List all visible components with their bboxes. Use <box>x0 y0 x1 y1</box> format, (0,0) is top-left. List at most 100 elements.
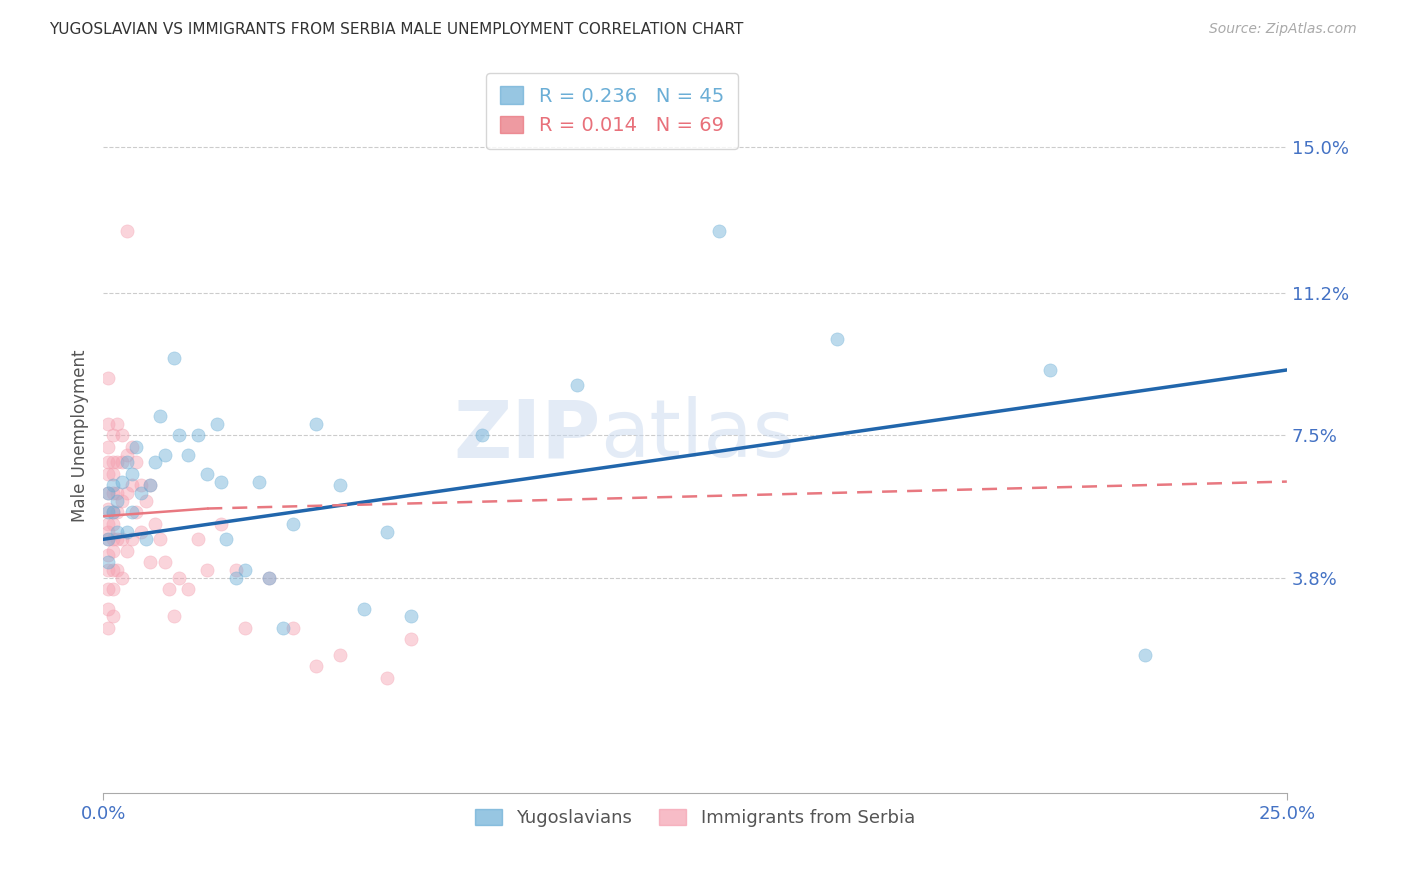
Yugoslavians <box>257 571 280 585</box>
Immigrants from Serbia <box>111 493 134 508</box>
Immigrants from Serbia <box>101 563 124 577</box>
Immigrants from Serbia <box>115 448 138 462</box>
Immigrants from Serbia <box>97 370 120 384</box>
Y-axis label: Male Unemployment: Male Unemployment <box>72 349 89 522</box>
Immigrants from Serbia <box>305 659 328 673</box>
Immigrants from Serbia <box>111 428 134 442</box>
Immigrants from Serbia <box>399 632 422 647</box>
Yugoslavians <box>101 478 124 492</box>
Yugoslavians <box>121 505 143 519</box>
Immigrants from Serbia <box>115 544 138 558</box>
Yugoslavians <box>471 428 494 442</box>
Immigrants from Serbia <box>195 563 218 577</box>
Immigrants from Serbia <box>225 563 247 577</box>
Immigrants from Serbia <box>101 428 124 442</box>
Yugoslavians <box>97 486 120 500</box>
Legend: Yugoslavians, Immigrants from Serbia: Yugoslavians, Immigrants from Serbia <box>468 802 922 834</box>
Immigrants from Serbia <box>121 533 143 547</box>
Yugoslavians <box>129 486 152 500</box>
Immigrants from Serbia <box>115 486 138 500</box>
Yugoslavians <box>1133 648 1156 662</box>
Immigrants from Serbia <box>111 571 134 585</box>
Immigrants from Serbia <box>105 533 128 547</box>
Yugoslavians <box>329 478 352 492</box>
Immigrants from Serbia <box>149 533 172 547</box>
Immigrants from Serbia <box>97 621 120 635</box>
Immigrants from Serbia <box>97 501 120 516</box>
Yugoslavians <box>215 533 238 547</box>
Immigrants from Serbia <box>101 516 124 531</box>
Yugoslavians <box>399 609 422 624</box>
Immigrants from Serbia <box>97 563 120 577</box>
Immigrants from Serbia <box>101 467 124 481</box>
Yugoslavians <box>375 524 398 539</box>
Yugoslavians <box>143 455 166 469</box>
Yugoslavians <box>205 417 228 431</box>
Immigrants from Serbia <box>121 478 143 492</box>
Yugoslavians <box>97 533 120 547</box>
Immigrants from Serbia <box>101 544 124 558</box>
Text: ZIP: ZIP <box>453 396 600 475</box>
Immigrants from Serbia <box>97 516 120 531</box>
Immigrants from Serbia <box>329 648 352 662</box>
Immigrants from Serbia <box>375 671 398 685</box>
Yugoslavians <box>115 455 138 469</box>
Immigrants from Serbia <box>281 621 304 635</box>
Yugoslavians <box>1039 363 1062 377</box>
Immigrants from Serbia <box>135 493 157 508</box>
Yugoslavians <box>247 475 270 489</box>
Yugoslavians <box>121 467 143 481</box>
Yugoslavians <box>353 601 375 615</box>
Immigrants from Serbia <box>101 533 124 547</box>
Immigrants from Serbia <box>139 556 162 570</box>
Immigrants from Serbia <box>101 609 124 624</box>
Immigrants from Serbia <box>211 516 233 531</box>
Yugoslavians <box>195 467 218 481</box>
Yugoslavians <box>271 621 294 635</box>
Yugoslavians <box>187 428 209 442</box>
Immigrants from Serbia <box>153 556 176 570</box>
Yugoslavians <box>97 556 120 570</box>
Yugoslavians <box>139 478 162 492</box>
Yugoslavians <box>153 448 176 462</box>
Immigrants from Serbia <box>125 455 148 469</box>
Yugoslavians <box>565 378 588 392</box>
Immigrants from Serbia <box>105 417 128 431</box>
Immigrants from Serbia <box>129 478 152 492</box>
Yugoslavians <box>111 475 134 489</box>
Immigrants from Serbia <box>101 582 124 597</box>
Immigrants from Serbia <box>167 571 190 585</box>
Immigrants from Serbia <box>111 455 134 469</box>
Immigrants from Serbia <box>257 571 280 585</box>
Immigrants from Serbia <box>125 505 148 519</box>
Text: YUGOSLAVIAN VS IMMIGRANTS FROM SERBIA MALE UNEMPLOYMENT CORRELATION CHART: YUGOSLAVIAN VS IMMIGRANTS FROM SERBIA MA… <box>49 22 744 37</box>
Immigrants from Serbia <box>105 505 128 519</box>
Yugoslavians <box>707 224 730 238</box>
Immigrants from Serbia <box>233 621 256 635</box>
Yugoslavians <box>135 533 157 547</box>
Immigrants from Serbia <box>115 224 138 238</box>
Immigrants from Serbia <box>97 601 120 615</box>
Immigrants from Serbia <box>105 563 128 577</box>
Immigrants from Serbia <box>139 478 162 492</box>
Yugoslavians <box>115 524 138 539</box>
Yugoslavians <box>105 493 128 508</box>
Yugoslavians <box>149 409 172 424</box>
Yugoslavians <box>105 524 128 539</box>
Immigrants from Serbia <box>97 582 120 597</box>
Yugoslavians <box>177 448 200 462</box>
Immigrants from Serbia <box>105 455 128 469</box>
Immigrants from Serbia <box>97 548 120 562</box>
Yugoslavians <box>163 351 186 366</box>
Yugoslavians <box>125 440 148 454</box>
Yugoslavians <box>825 332 848 346</box>
Immigrants from Serbia <box>105 486 128 500</box>
Immigrants from Serbia <box>101 505 124 519</box>
Immigrants from Serbia <box>97 533 120 547</box>
Immigrants from Serbia <box>177 582 200 597</box>
Immigrants from Serbia <box>97 440 120 454</box>
Yugoslavians <box>101 505 124 519</box>
Text: atlas: atlas <box>600 396 794 475</box>
Yugoslavians <box>225 571 247 585</box>
Text: Source: ZipAtlas.com: Source: ZipAtlas.com <box>1209 22 1357 37</box>
